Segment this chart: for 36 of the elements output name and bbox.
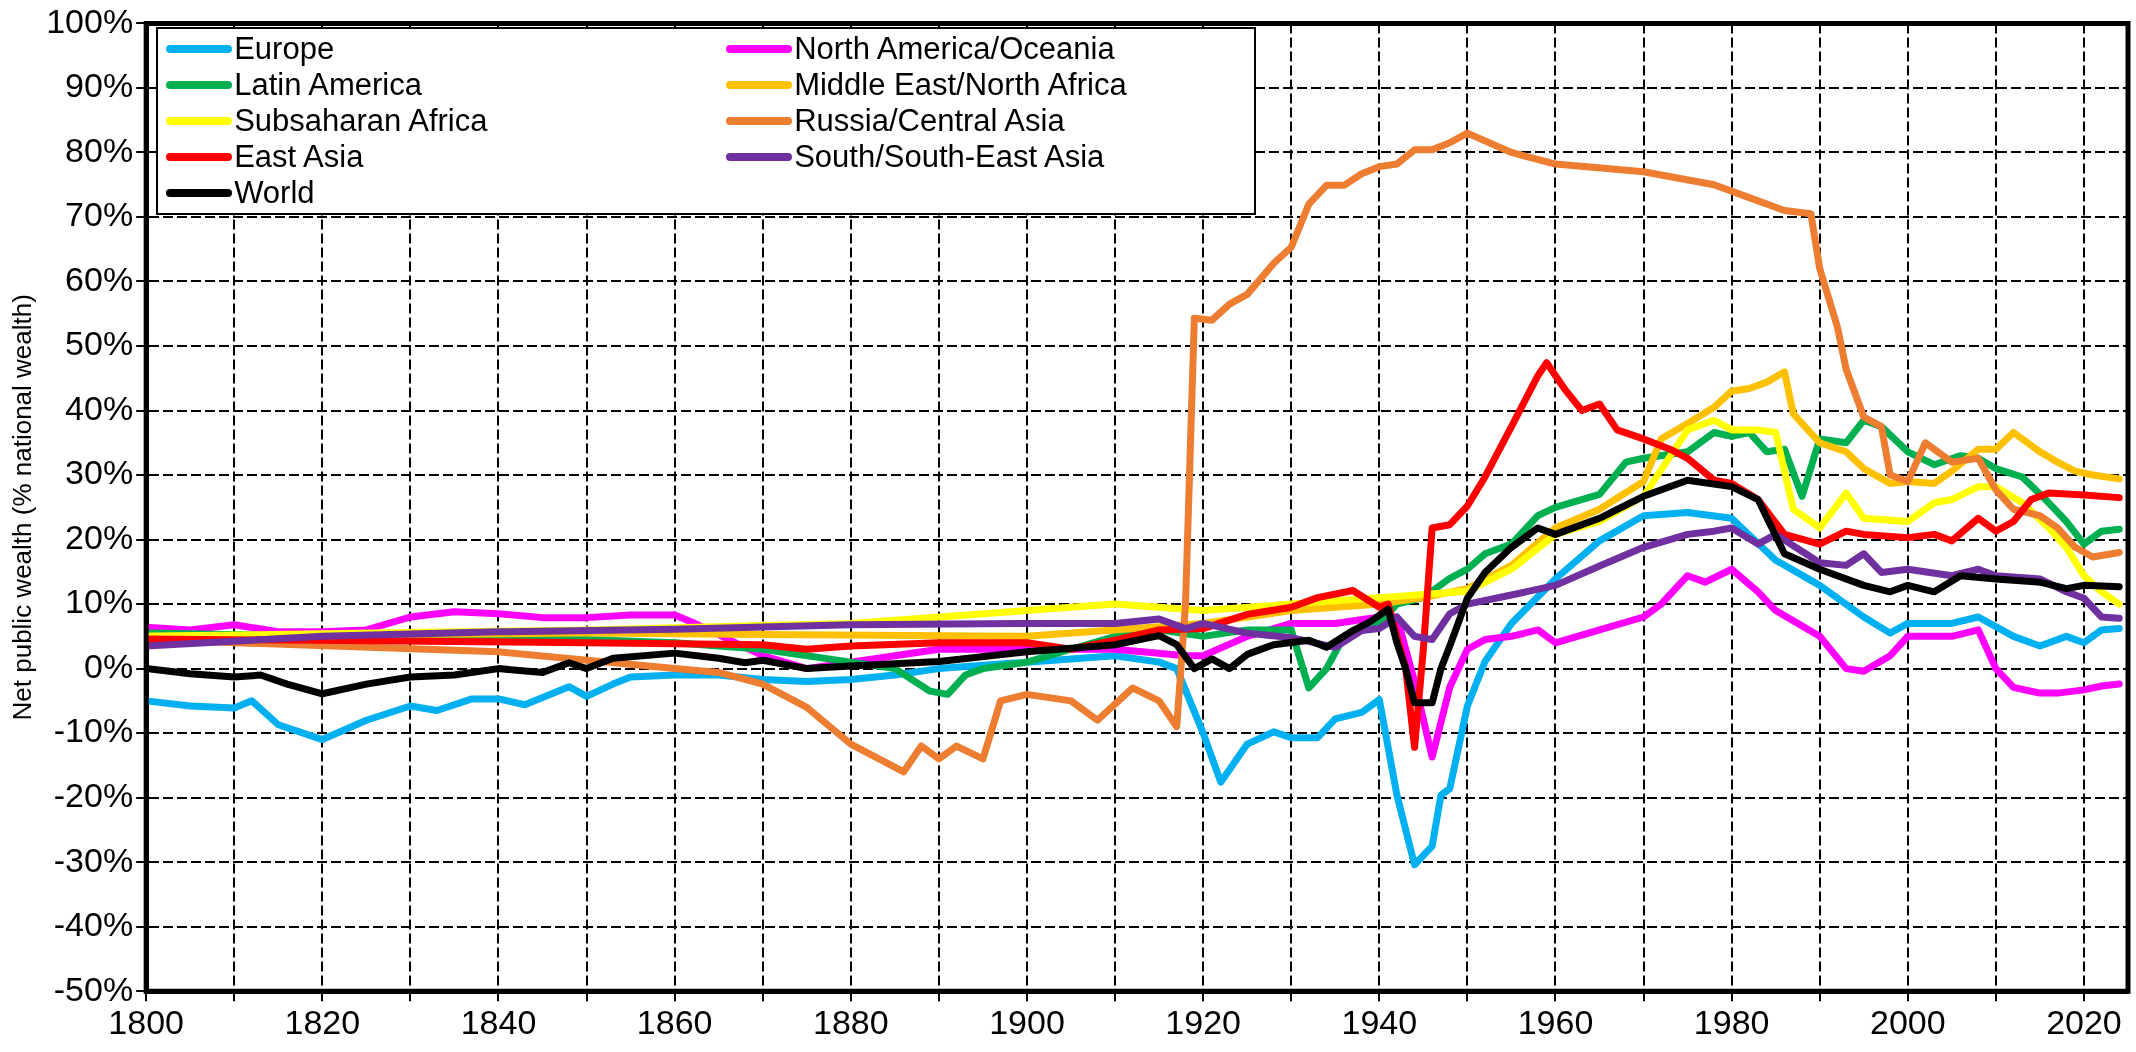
y-tick-label: -30% [53,840,134,879]
legend-label: South/South-East Asia [794,139,1105,176]
y-tick-label: 60% [65,259,134,298]
x-tick-label: 1920 [1165,1002,1241,1041]
y-tick-label: 100% [46,1,134,40]
y-tick-label: 20% [65,517,134,556]
legend-label: Middle East/North Africa [794,67,1127,104]
y-tick-label: 80% [65,130,134,169]
x-tick-label: 1900 [989,1002,1065,1041]
legend-label: World [234,175,315,212]
x-tick-label: 2000 [1869,1002,1946,1041]
y-tick-label: -40% [53,905,134,944]
y-tick-label: 30% [65,453,134,492]
x-tick-label: 1840 [460,1002,537,1041]
y-tick-label: 70% [65,195,134,234]
y-tick-label: 90% [65,66,134,105]
y-tick-label: 10% [65,582,134,621]
y-tick-label: 50% [65,324,134,363]
x-tick-label: 1860 [636,1002,713,1041]
y-tick-label: 40% [65,388,134,427]
x-tick-label: 1820 [284,1002,361,1041]
x-tick-label: 2020 [2046,1002,2122,1041]
legend-label: Europe [234,31,335,68]
y-axis-title: Net public wealth (% national wealth) [6,294,37,721]
x-tick-label: 1980 [1693,1002,1770,1041]
legend-label: Latin America [234,67,422,104]
y-tick-label: -20% [53,776,134,815]
legend-label: Russia/Central Asia [794,103,1065,140]
y-tick-label: 0% [84,646,134,685]
y-tick-label: -10% [53,711,134,750]
x-tick-label: 1960 [1517,1002,1594,1041]
x-tick-label: 1880 [812,1002,889,1041]
legend-label: North America/Oceania [794,31,1115,68]
legend-label: Subsaharan Africa [234,103,488,140]
x-tick-label: 1940 [1341,1002,1418,1041]
legend-label: East Asia [234,139,364,176]
